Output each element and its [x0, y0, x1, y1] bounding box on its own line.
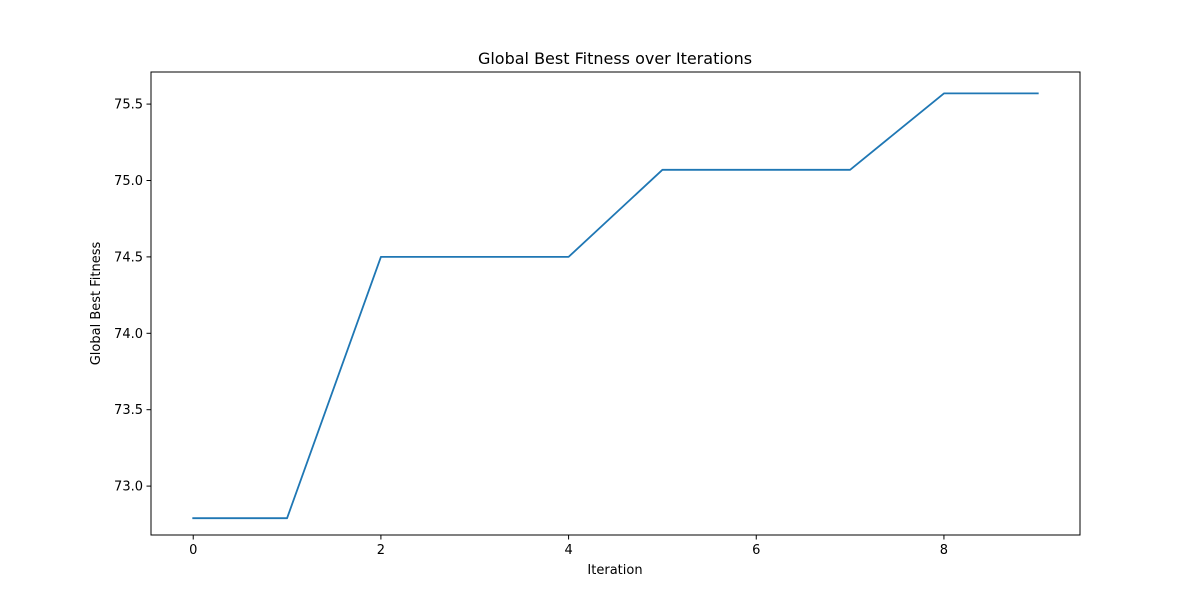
axes-frame — [150, 71, 1081, 536]
series-line-0 — [192, 92, 1039, 520]
chart-title: Global Best Fitness over Iterations — [478, 49, 752, 68]
y-tick-label: 75.0 — [114, 174, 143, 189]
x-tick-label: 0 — [189, 543, 197, 558]
y-tick-label: 74.5 — [114, 250, 143, 265]
y-axis-title: Global Best Fitness — [89, 242, 104, 366]
x-axis-title: Iteration — [587, 563, 642, 578]
x-tick-label: 8 — [940, 543, 948, 558]
x-tick-label: 2 — [377, 543, 385, 558]
x-tick-label: 6 — [752, 543, 760, 558]
y-axis: 73.0 73.5 74.0 74.5 75.0 75.5 — [114, 98, 151, 495]
y-tick-label: 73.5 — [114, 403, 143, 418]
y-tick-label: 75.5 — [114, 98, 143, 113]
y-tick-label: 74.0 — [114, 327, 143, 342]
x-tick-label: 4 — [564, 543, 572, 558]
plot-area — [192, 92, 1039, 520]
x-axis: 0 2 4 6 8 — [189, 535, 948, 558]
y-tick-label: 73.0 — [114, 480, 143, 495]
